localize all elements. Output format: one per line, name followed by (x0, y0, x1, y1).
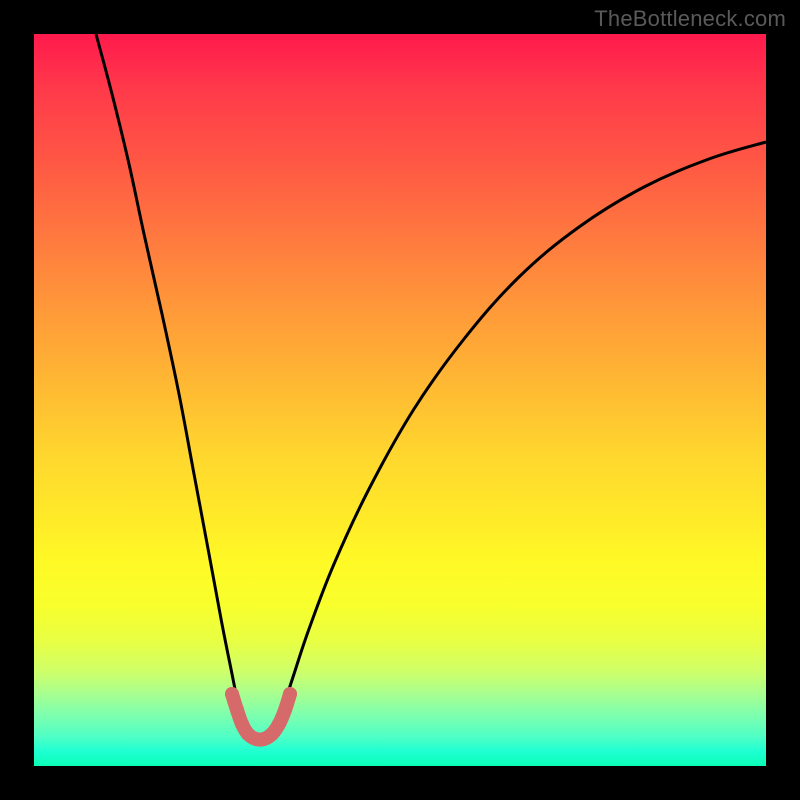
valley-dot (225, 687, 239, 701)
valley-dot (278, 703, 292, 717)
valley-dot (230, 703, 244, 717)
curve-left-branch (96, 34, 240, 714)
valley-dot (272, 717, 286, 731)
valley-marker-dots (225, 687, 297, 746)
curve-svg (34, 34, 766, 766)
plot-area (34, 34, 766, 766)
valley-dot (283, 687, 297, 701)
watermark-text: TheBottleneck.com (594, 6, 786, 32)
curve-right-branch (282, 142, 766, 714)
